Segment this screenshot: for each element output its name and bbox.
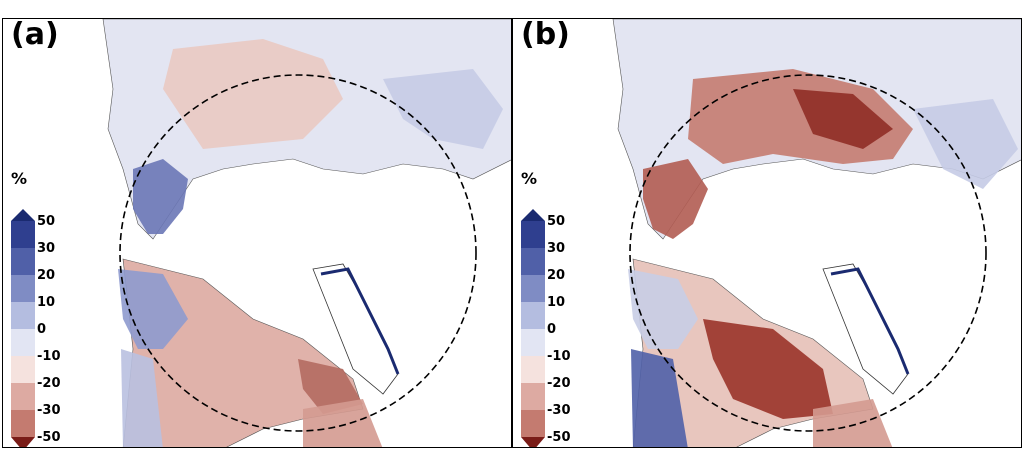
cb-b-band-4 (521, 302, 545, 329)
colorbar-b: % 50 30 20 10 0 -10 -20 -30 -50 (521, 169, 591, 447)
cb-b-tick-30: 30 (547, 241, 566, 256)
cb-b-tick-0: 0 (547, 322, 557, 337)
colorbar-a: % 50 30 20 10 0 -10 -20 -30 -50 (11, 169, 81, 447)
land-scandinavia-a (133, 159, 188, 234)
cb-a-extend-low (11, 437, 35, 447)
cb-a-band-7 (11, 383, 35, 410)
land-blue-patch-b (913, 99, 1018, 189)
cb-a-band-3 (11, 275, 35, 302)
cb-b-extend-low (521, 437, 545, 447)
map-panel-b: (b) % 50 30 20 10 0 -10 -20 -30 (512, 18, 1022, 448)
cb-a-tick-30: 30 (37, 241, 56, 256)
cb-a-band-1 (11, 221, 35, 248)
cb-a-tick-0: 0 (37, 322, 47, 337)
land-canada-dark-b (703, 319, 833, 419)
cb-a-tick-m20: -20 (37, 376, 61, 391)
colorbar-scale-a (11, 209, 35, 447)
cb-b-tick-10: 10 (547, 295, 566, 310)
cb-b-tick-m30: -30 (547, 403, 571, 418)
cb-b-band-3 (521, 275, 545, 302)
panel-label-a: (a) (11, 18, 59, 52)
cb-a-tick-m50: -50 (37, 430, 61, 445)
cb-b-band-2 (521, 248, 545, 275)
cb-b-band-6 (521, 356, 545, 383)
map-panel-a: (a) % 50 30 20 10 0 -10 -20 -30 (2, 18, 512, 448)
cb-a-band-8 (11, 410, 35, 437)
panel-label-b: (b) (521, 18, 570, 52)
land-eurasia-dark-b (793, 89, 893, 149)
land-west-blue-b (631, 349, 688, 447)
cb-b-band-8 (521, 410, 545, 437)
cb-a-band-5 (11, 329, 35, 356)
cb-b-band-5 (521, 329, 545, 356)
cb-a-tick-m10: -10 (37, 349, 61, 364)
land-south-red-b (813, 399, 893, 447)
land-south-red-a (303, 399, 383, 447)
land-alaska-b (628, 269, 698, 349)
polar-map-b (612, 19, 1021, 447)
cb-a-tick-50: 50 (37, 214, 56, 229)
cb-a-extend-high (11, 209, 35, 221)
colorbar-unit-a: % (11, 169, 28, 188)
land-blue-patch-a (383, 69, 503, 149)
cb-a-band-6 (11, 356, 35, 383)
cb-b-tick-m20: -20 (547, 376, 571, 391)
cb-a-tick-m30: -30 (37, 403, 61, 418)
cb-b-tick-m10: -10 (547, 349, 571, 364)
land-west-blue-a (121, 349, 163, 447)
land-greenland-edge-a (320, 267, 400, 375)
land-eurasia-red-a (163, 39, 343, 149)
land-scandinavia-b (643, 159, 708, 239)
cb-a-band-2 (11, 248, 35, 275)
land-alaska-a (118, 269, 188, 349)
cb-a-band-4 (11, 302, 35, 329)
cb-a-tick-20: 20 (37, 268, 56, 283)
boundary-circle-a (119, 74, 477, 432)
land-greenland-edge-b (830, 267, 910, 375)
colorbar-scale-b (521, 209, 545, 447)
boundary-circle-b (629, 74, 987, 432)
cb-b-band-7 (521, 383, 545, 410)
cb-b-tick-20: 20 (547, 268, 566, 283)
cb-a-tick-10: 10 (37, 295, 56, 310)
cb-b-band-1 (521, 221, 545, 248)
colorbar-unit-b: % (521, 169, 538, 188)
cb-b-tick-50: 50 (547, 214, 566, 229)
cb-b-tick-m50: -50 (547, 430, 571, 445)
cb-b-extend-high (521, 209, 545, 221)
polar-map-a (102, 19, 511, 447)
land-canada-dark-a (298, 359, 363, 414)
